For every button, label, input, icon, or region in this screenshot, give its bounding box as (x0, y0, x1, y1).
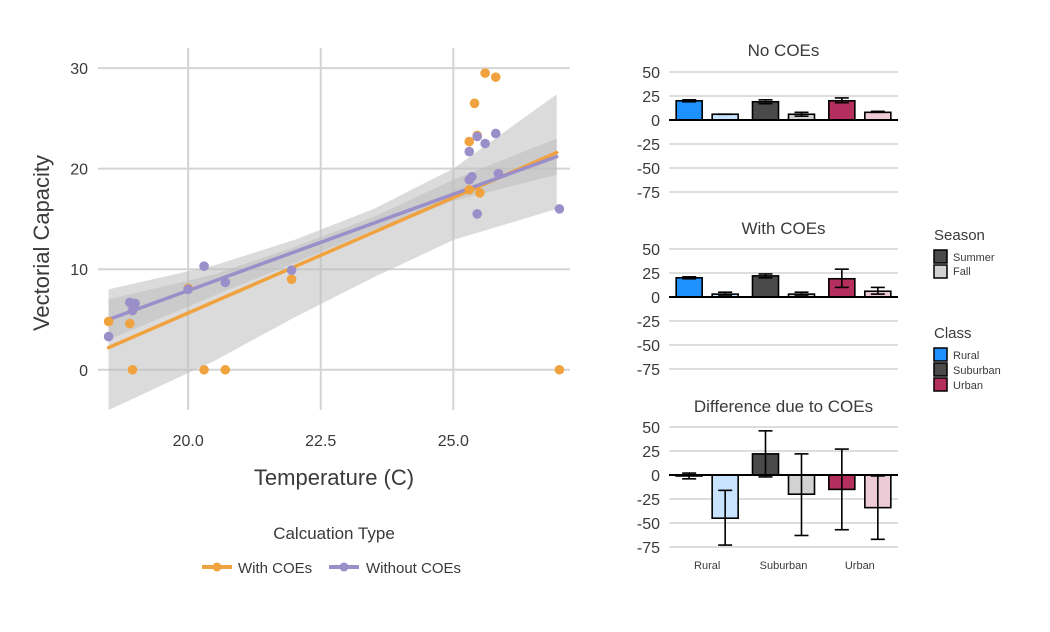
data-point (103, 316, 114, 327)
confidence-band (108, 94, 557, 410)
x-category-label: Suburban (760, 560, 808, 572)
bar-panel-3: Difference due to COEs 50 25 0 -25 -50 -75 Rura… (637, 397, 898, 572)
y-tick-label: 30 (70, 61, 88, 78)
bar-y-tick-label: 0 (651, 468, 660, 485)
bar-y-tick-label: 25 (642, 266, 660, 283)
season-label-fall: Fall (953, 266, 971, 278)
y-tick-label: 20 (70, 162, 88, 179)
bar-panel-2: With COEs 50 25 0 -25 -50 -75 (637, 219, 898, 379)
data-point (493, 168, 504, 179)
data-point (220, 277, 231, 288)
data-point (480, 68, 490, 78)
data-point (464, 146, 475, 157)
bar-y-tick-label: -50 (637, 516, 660, 533)
bar-panel-title: No COEs (748, 41, 820, 60)
data-point (554, 364, 565, 375)
bar-panel-1: No COEs 50 25 0 -25 -50 -75 (637, 41, 898, 202)
bar-panel-title: With COEs (741, 219, 825, 238)
class-label-suburban: Suburban (953, 365, 1001, 377)
bar-y-tick-label: 0 (651, 290, 660, 307)
bar-rural-summer (675, 100, 703, 121)
class-label-urban: Urban (953, 380, 983, 392)
x-category-label: Urban (845, 560, 875, 572)
scatter-tick-labels: 20.0 22.5 25.0 0 10 20 30 (70, 61, 469, 450)
data-point (467, 171, 477, 182)
class-legend: Class Rural Suburban Urban (933, 325, 1001, 392)
scatter-panel: 20.0 22.5 25.0 0 10 20 30 Temperature (C) Vect… (29, 48, 570, 490)
class-key-urban (933, 377, 948, 392)
bar-y-tick-label: -50 (637, 161, 660, 178)
legend-key-with-coes-dot (212, 562, 222, 572)
bar-y-tick-label: 50 (642, 65, 660, 82)
bar-urban-summer (828, 100, 856, 121)
data-point (130, 298, 140, 309)
season-key-summer (933, 249, 948, 264)
calculation-type-legend: Calcuation Type With COEs Without COEs (202, 524, 461, 577)
data-point (199, 364, 209, 375)
x-category-label: Rural (694, 560, 720, 572)
legend-label-with-coes: With COEs (238, 560, 312, 577)
data-point (464, 136, 475, 147)
data-point (183, 284, 193, 295)
y-tick-label: 0 (79, 363, 88, 380)
bar-y-tick-label: 25 (642, 444, 660, 461)
data-point (286, 274, 297, 285)
data-point (127, 364, 138, 375)
data-point (125, 318, 135, 329)
data-point (475, 188, 485, 198)
bar-urban-fall (864, 111, 892, 121)
data-point (464, 184, 475, 195)
y-tick-label: 10 (70, 262, 88, 279)
x-tick-label: 20.0 (173, 433, 204, 450)
bar-suburban-summer (751, 100, 780, 121)
class-key-suburban (933, 362, 948, 377)
class-key-rural (933, 347, 948, 362)
data-point (554, 204, 565, 214)
bar-y-tick-label: 25 (642, 89, 660, 106)
bar-panels: No COEs 50 25 0 -25 -50 -75 With COEs 50 25 0 -25 -5… (637, 41, 898, 572)
bar-rural-summer (675, 276, 703, 298)
bar-suburban-summer (751, 275, 780, 298)
bar-y-tick-label: -25 (637, 137, 660, 154)
legend-key-without-coes-dot (339, 562, 349, 572)
bar-y-tick-label: 50 (642, 242, 660, 259)
class-label-rural: Rural (953, 350, 979, 362)
y-axis-label: Vectorial Capacity (29, 155, 54, 331)
bar-y-tick-label: -75 (637, 185, 660, 202)
data-point (220, 364, 231, 375)
bar-y-tick-label: 50 (642, 420, 660, 437)
fit-line (106, 154, 559, 322)
legend-title: Calcuation Type (273, 524, 395, 543)
x-axis-label: Temperature (C) (254, 465, 414, 490)
bar-y-tick-label: -75 (637, 540, 660, 557)
bar-y-tick-label: -25 (637, 492, 660, 509)
data-point (490, 72, 501, 82)
bar-panel-title: Difference due to COEs (694, 397, 873, 416)
class-legend-title: Class (934, 325, 972, 342)
data-point (469, 98, 480, 109)
bar-y-tick-label: -75 (637, 362, 660, 379)
x-tick-label: 22.5 (305, 433, 336, 450)
season-legend-title: Season (934, 227, 985, 244)
bar-y-tick-label: -50 (637, 338, 660, 355)
data-point (199, 261, 209, 272)
season-label-summer: Summer (953, 252, 995, 264)
fit-lines (106, 150, 559, 350)
data-point (480, 138, 490, 149)
data-point (490, 128, 501, 139)
scatter-points (103, 68, 565, 375)
bar-y-tick-label: 0 (651, 113, 660, 130)
data-point (103, 331, 114, 342)
bar-y-tick-label: -25 (637, 314, 660, 331)
data-point (472, 131, 482, 142)
data-point (472, 209, 482, 219)
season-legend: Season Summer Fall (933, 227, 995, 279)
legend-label-without-coes: Without COEs (366, 560, 461, 577)
data-point (286, 265, 297, 276)
x-tick-label: 25.0 (438, 433, 469, 450)
season-key-fall (933, 264, 948, 279)
